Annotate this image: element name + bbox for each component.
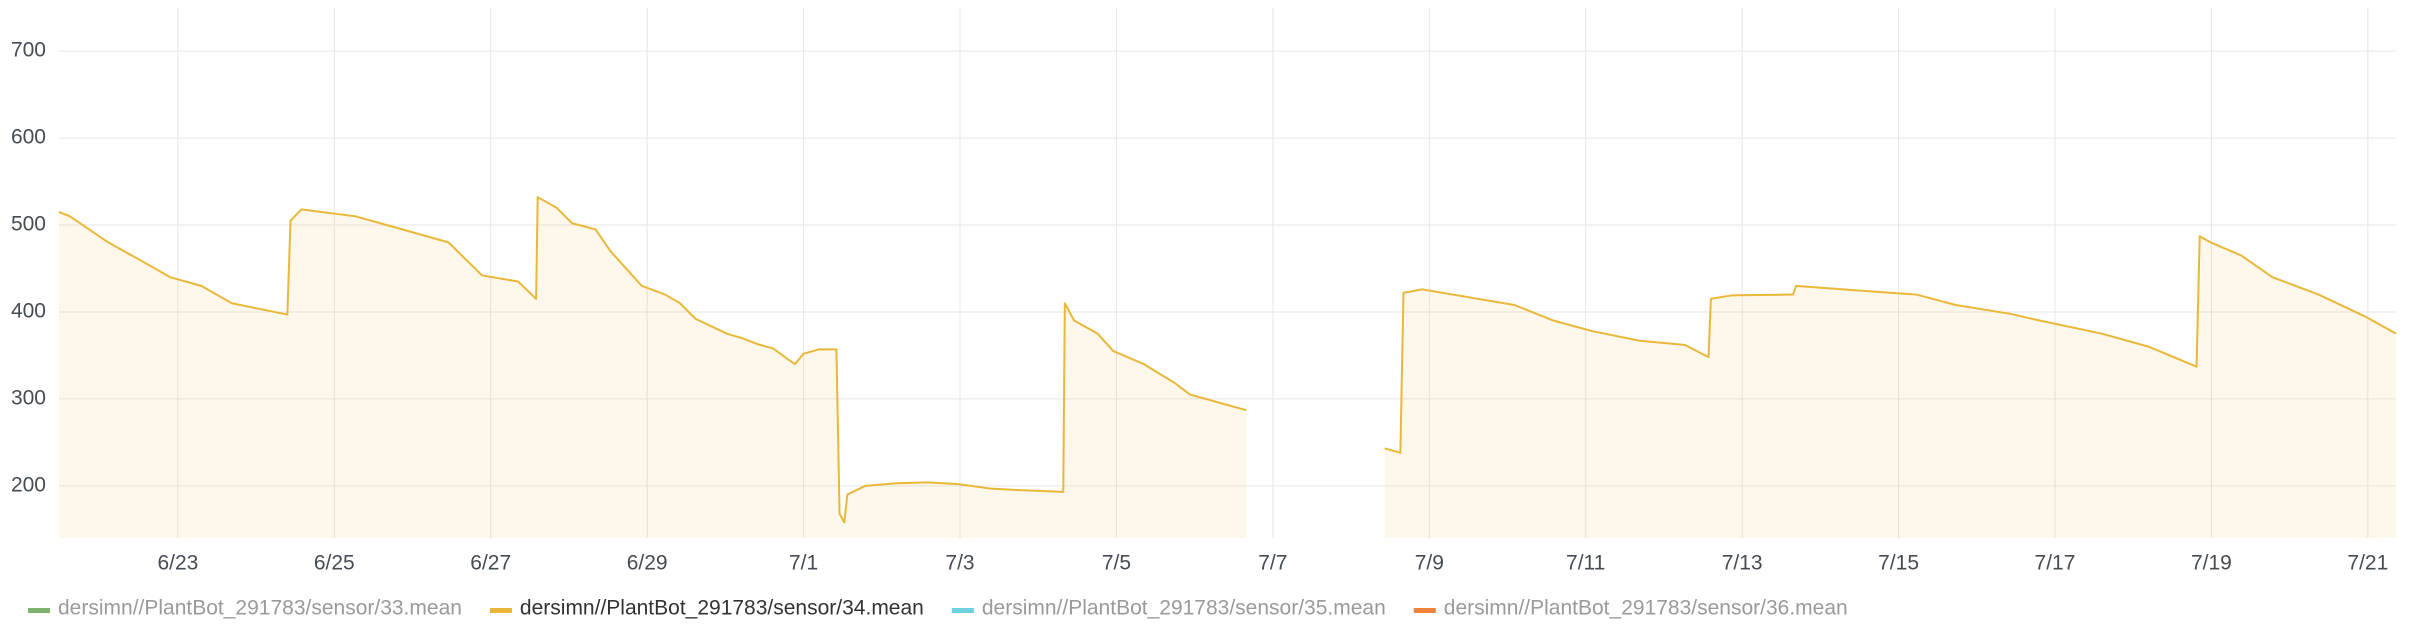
legend-item[interactable]: dersimn//PlantBot_291783/sensor/33.mean bbox=[28, 597, 462, 620]
legend-item[interactable]: dersimn//PlantBot_291783/sensor/35.mean bbox=[951, 597, 1386, 620]
y-tick-label: 400 bbox=[11, 299, 46, 322]
x-tick-label: 7/7 bbox=[1258, 552, 1287, 575]
legend-item[interactable]: dersimn//PlantBot_291783/sensor/34.mean bbox=[489, 597, 924, 620]
x-tick-label: 7/1 bbox=[789, 552, 818, 575]
legend-label: dersimn//PlantBot_291783/sensor/33.mean bbox=[58, 597, 462, 620]
x-tick-label: 7/3 bbox=[945, 552, 974, 575]
y-tick-label: 600 bbox=[11, 126, 46, 149]
y-tick-label: 500 bbox=[11, 213, 46, 236]
x-tick-label: 6/29 bbox=[627, 552, 668, 575]
x-tick-label: 7/9 bbox=[1415, 552, 1444, 575]
legend-swatch bbox=[489, 608, 512, 613]
x-tick-label: 7/19 bbox=[2191, 552, 2232, 575]
legend-label: dersimn//PlantBot_291783/sensor/36.mean bbox=[1444, 597, 1848, 620]
x-tick-label: 7/17 bbox=[2035, 552, 2076, 575]
y-tick-label: 700 bbox=[11, 39, 46, 62]
x-tick-label: 6/27 bbox=[470, 552, 511, 575]
x-tick-label: 6/25 bbox=[314, 552, 355, 575]
x-tick-label: 7/15 bbox=[1878, 552, 1919, 575]
legend-swatch bbox=[28, 608, 50, 613]
x-tick-label: 7/21 bbox=[2347, 552, 2388, 575]
line bbox=[58, 196, 2397, 524]
x-tick-label: 7/13 bbox=[1722, 552, 1763, 575]
y-tick-label: 200 bbox=[11, 473, 46, 496]
legend-item[interactable]: dersimn//PlantBot_291783/sensor/36.mean bbox=[1413, 597, 1848, 620]
legend-swatch bbox=[951, 608, 974, 613]
x-tick-label: 6/23 bbox=[157, 552, 198, 575]
y-tick-label: 300 bbox=[11, 386, 46, 409]
x-tick-label: 7/11 bbox=[1566, 552, 1605, 575]
legend-label: dersimn//PlantBot_291783/sensor/34.mean bbox=[520, 597, 924, 620]
x-tick-label: 7/5 bbox=[1102, 552, 1131, 575]
legend-label: dersimn//PlantBot_291783/sensor/35.mean bbox=[982, 597, 1386, 620]
legend-swatch bbox=[1413, 608, 1436, 613]
area bbox=[59, 197, 2396, 539]
